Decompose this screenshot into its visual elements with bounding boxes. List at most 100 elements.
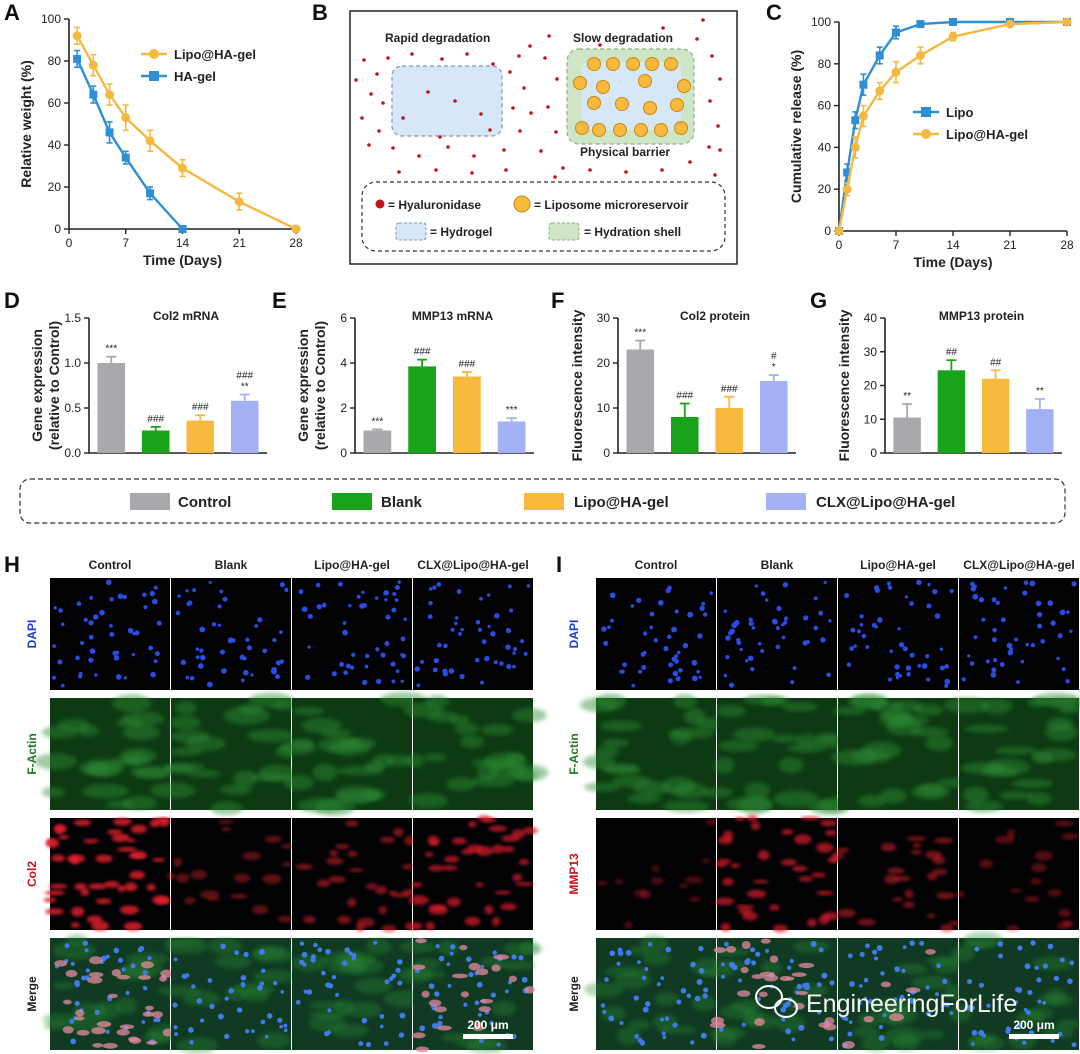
micrograph-merge-lipo-ha-gel [838,938,972,1052]
actin-fiber [320,729,352,738]
hyaluronidase-dot [360,116,364,120]
protein-signal [688,896,701,902]
nucleus-dot [60,622,65,627]
protein-signal [70,922,80,928]
merge-actin [642,951,671,965]
merge-actin [949,1004,971,1023]
legend-swatch-control [130,493,170,510]
protein-signal [935,892,956,899]
nucleus-dot [195,647,200,651]
merge-nucleus [397,980,403,986]
nucleus-dot [828,619,832,623]
nucleus-dot [728,630,733,636]
protein-signal [488,825,508,832]
actin-fiber [292,706,324,716]
hyaluronidase-dot [660,168,664,172]
merge-overlay [758,991,768,998]
nucleus-dot [886,581,891,586]
protein-signal [701,858,711,864]
merge-nucleus [138,945,145,952]
data-point [892,28,900,37]
nucleus-dot [250,673,254,677]
nucleus-dot [436,582,442,587]
merge-overlay [889,1013,905,1022]
nucleus-dot [813,596,818,601]
merge-overlay [452,973,468,979]
protein-signal [491,916,501,927]
merge-nucleus [686,993,692,999]
protein-signal [798,876,814,882]
merge-nucleus [257,984,263,991]
protein-signal [502,845,515,853]
merge-nucleus [765,948,770,953]
liposome [615,97,629,111]
merge-nucleus [696,979,703,985]
actin-fiber [1026,792,1052,805]
protein-signal [1061,833,1080,840]
protein-signal [639,889,651,900]
nucleus-dot [432,667,438,673]
merge-actin [214,954,252,969]
nucleus-dot [701,601,706,606]
nucleus-dot [154,651,160,657]
merge-actin [344,1001,382,1018]
merge-nucleus [428,983,435,989]
hyaluronidase-key-icon [375,199,385,209]
hyaluronidase-dot [453,99,457,103]
protein-signal [95,898,112,905]
merge-nucleus [397,959,403,965]
merge-nucleus [604,977,609,982]
nucleus-dot [217,623,222,627]
actin-fiber [714,757,735,774]
merge-nucleus [236,1007,243,1013]
nucleus-dot [728,682,735,688]
nucleus-dot [782,582,789,588]
merge-overlay [863,1015,874,1023]
merge-nucleus [997,941,1004,947]
merge-nucleus [1030,940,1036,946]
nucleus-dot [153,585,158,590]
significance-mark: ### [459,359,476,370]
merge-nucleus [174,1032,179,1037]
nucleus-dot [760,648,765,653]
merge-overlay [415,1046,430,1053]
nucleus-dot [262,648,268,654]
merge-overlay [880,981,892,988]
merge-actin [861,1034,890,1052]
merge-actin [491,1000,517,1017]
merge-nucleus [617,947,623,953]
merge-overlay [87,976,103,984]
merge-nucleus [505,989,509,994]
merge-nucleus [796,983,803,990]
hyaluronidase-dot [391,146,395,150]
x-axis-title: Time (Days) [913,254,992,270]
nucleus-dot [149,590,155,597]
legend-swatch-clx-lipo-ha-gel [766,493,806,510]
nucleus-dot [657,600,664,606]
nucleus-dot [1050,620,1056,626]
nucleus-dot [348,603,352,608]
merge-nucleus [373,940,378,945]
series-ha-gel [73,49,187,233]
chart-cumulative-release: 0 20 40 60 80 100 0 7 14 21 28 Time (Days) Cumulativ… [788,15,1074,270]
protein-signal [44,890,65,896]
actin-fiber [219,784,253,795]
significance-mark: ### [721,384,738,395]
merge-nucleus [755,951,761,957]
merge-nucleus [1050,1038,1055,1043]
merge-nucleus [720,974,725,979]
merge-nucleus [283,1028,288,1033]
y-tick-label: 0 [603,446,610,460]
protein-signal [772,924,788,933]
merge-overlay [798,962,815,969]
nucleus-dot [985,659,990,664]
bar-blank [670,417,699,453]
nucleus-dot [499,661,504,666]
nucleus-dot [76,601,82,607]
nucleus-dot [939,665,945,671]
data-point [105,90,115,100]
micrograph-background [413,578,533,690]
data-point [105,128,114,137]
merge-actin [892,1033,920,1051]
merge-overlay [107,993,118,998]
